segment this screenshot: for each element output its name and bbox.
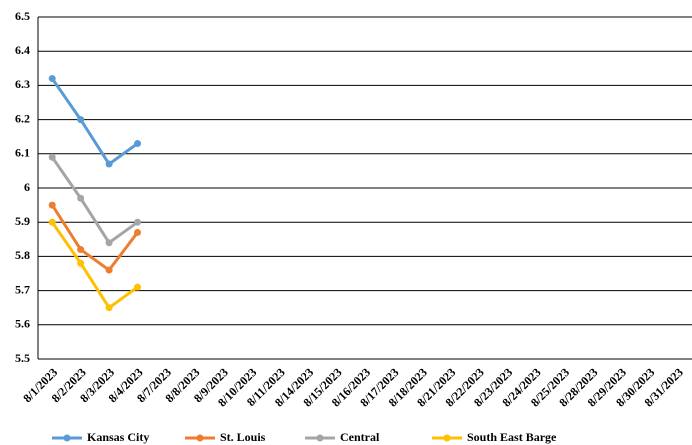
marker	[48, 153, 56, 161]
legend-marker	[316, 434, 324, 442]
legend-marker	[196, 434, 204, 442]
marker	[134, 140, 142, 148]
marker	[77, 194, 85, 202]
y-tick-label: 6.4	[15, 43, 30, 57]
legend-marker	[443, 434, 451, 442]
marker	[48, 75, 56, 83]
y-tick-label: 6.1	[15, 146, 30, 160]
y-tick-label: 6.3	[15, 77, 30, 91]
legend-label: Central	[340, 430, 380, 444]
marker	[105, 239, 113, 247]
y-tick-label: 5.8	[15, 248, 30, 262]
marker	[105, 304, 113, 312]
marker	[105, 266, 113, 274]
marker	[48, 201, 56, 209]
legend-label: St. Louis	[220, 430, 266, 444]
series-line	[50, 156, 139, 245]
marker	[134, 283, 142, 291]
series-line	[50, 204, 139, 273]
marker	[105, 160, 113, 168]
y-tick-label: 5.7	[15, 282, 30, 296]
series-line	[50, 221, 139, 310]
marker	[48, 218, 56, 226]
y-tick-label: 6.2	[15, 111, 30, 125]
y-tick-label: 6	[24, 180, 30, 194]
y-tick-label: 6.5	[15, 9, 30, 23]
marker	[134, 218, 142, 226]
marker	[77, 259, 85, 267]
marker	[134, 228, 142, 236]
marker	[77, 246, 85, 254]
legend-label: Kansas City	[87, 430, 149, 444]
marker	[77, 116, 85, 124]
legend-label: South East Barge	[467, 430, 557, 444]
y-tick-label: 5.6	[15, 317, 30, 331]
y-tick-label: 5.5	[15, 351, 30, 365]
legend-marker	[63, 434, 71, 442]
y-tick-label: 5.9	[15, 214, 30, 228]
series-line	[50, 77, 139, 167]
